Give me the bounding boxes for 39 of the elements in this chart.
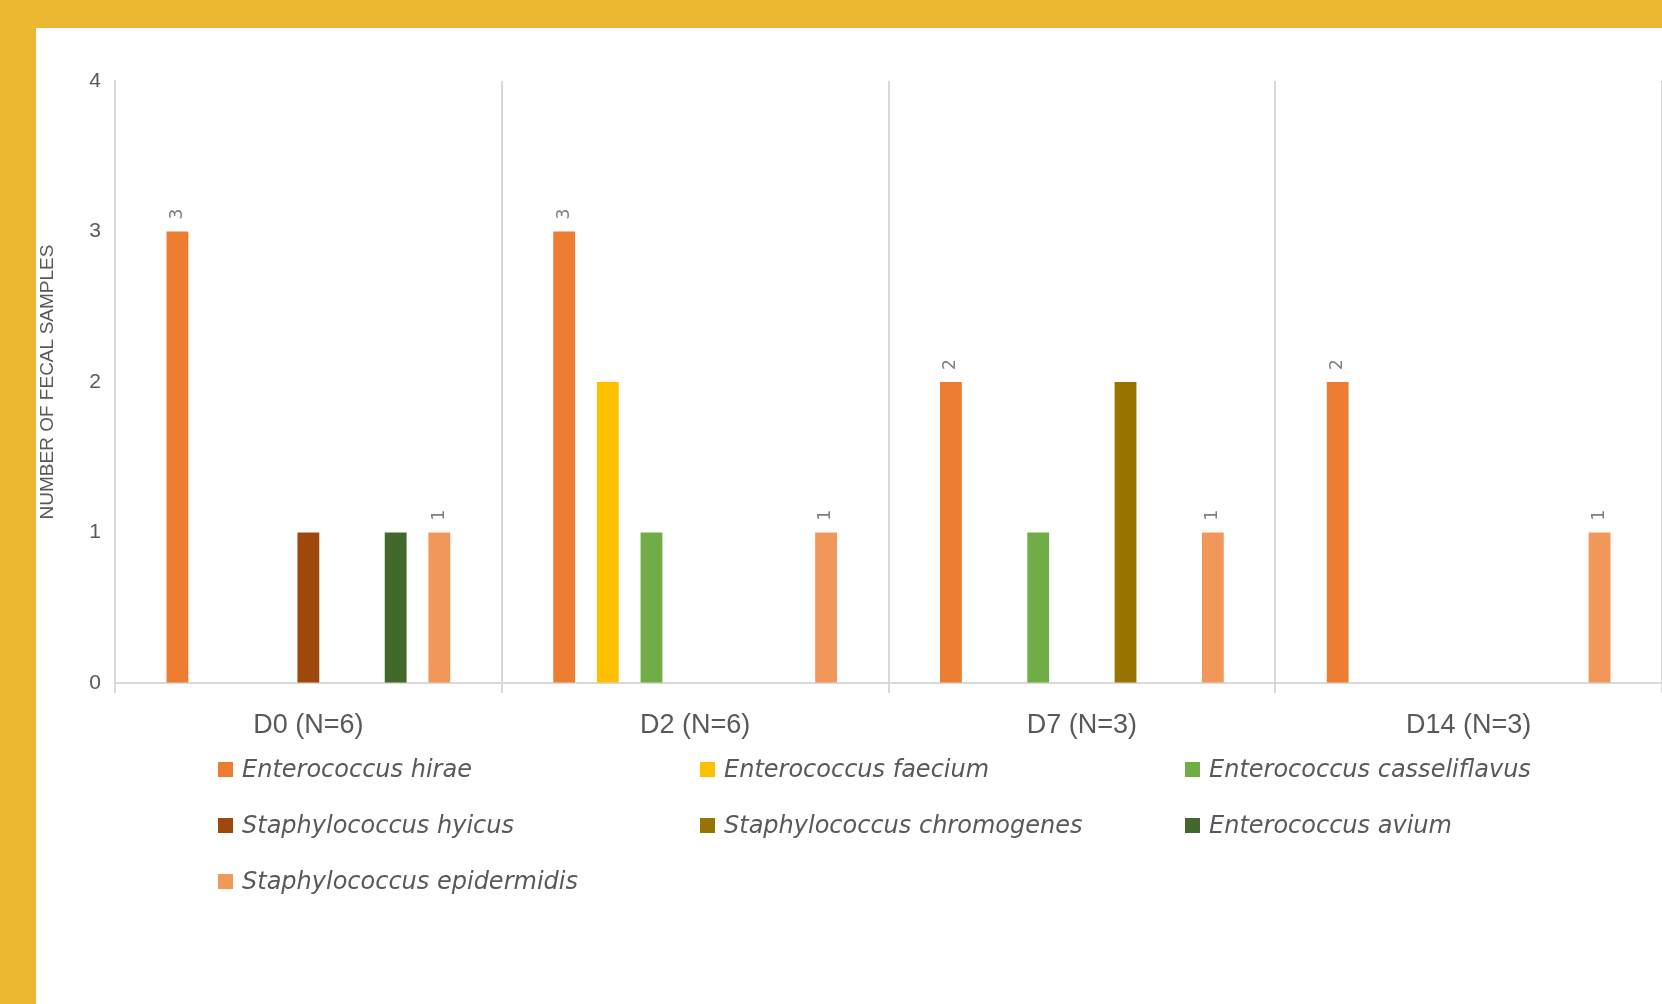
data-label: 1 xyxy=(814,509,835,521)
data-label: 2 xyxy=(1326,359,1347,370)
bar xyxy=(815,532,837,683)
legend-label: Staphylococcus hyicus xyxy=(242,811,514,839)
x-tick-label: D2 (N=6) xyxy=(639,708,751,739)
bar xyxy=(428,532,451,683)
legend-label: Enterococcus avium xyxy=(1209,811,1452,839)
y-axis-title: NUMBER OF FECAL SAMPLES xyxy=(35,244,57,520)
x-tick-label: D14 (N=3) xyxy=(1405,708,1532,739)
bar xyxy=(1201,532,1224,683)
bar xyxy=(1588,532,1611,683)
bar xyxy=(1326,382,1349,683)
y-tick-label: 2 xyxy=(89,368,101,392)
bar xyxy=(640,532,663,683)
y-tick-label: 3 xyxy=(89,218,101,242)
data-label: 3 xyxy=(552,208,573,220)
bar xyxy=(166,231,189,683)
y-tick-label: 0 xyxy=(89,669,101,693)
x-tick-label: D0 (N=6) xyxy=(253,708,364,739)
data-label: 1 xyxy=(1587,509,1608,521)
legend-label: Staphylococcus epidermidis xyxy=(242,867,578,895)
x-tick-label: D7 (N=3) xyxy=(1026,708,1138,739)
bar xyxy=(1027,532,1050,683)
legend-label: Staphylococcus chromogenes xyxy=(724,811,1083,839)
bar xyxy=(1114,382,1137,683)
data-label: 1 xyxy=(427,509,448,521)
legend-label: Enterococcus casseliflavus xyxy=(1209,755,1531,783)
legend-label: Enterococcus faecium xyxy=(724,755,990,783)
bar xyxy=(553,231,576,683)
bar xyxy=(297,532,320,683)
bar xyxy=(596,382,619,683)
data-label: 1 xyxy=(1201,509,1222,521)
y-tick-label: 1 xyxy=(89,519,101,543)
bar xyxy=(940,382,962,683)
bar xyxy=(384,532,407,683)
legend-label: Enterococcus hirae xyxy=(242,755,472,783)
data-label: 2 xyxy=(939,359,960,370)
data-label: 3 xyxy=(165,208,186,220)
y-tick-label: 4 xyxy=(89,67,102,91)
